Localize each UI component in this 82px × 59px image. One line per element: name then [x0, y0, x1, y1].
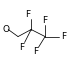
Text: F: F	[34, 47, 39, 56]
Text: O: O	[2, 25, 9, 34]
Text: F: F	[20, 43, 25, 52]
Text: F: F	[43, 16, 48, 25]
Text: F: F	[61, 32, 67, 41]
Text: F: F	[25, 10, 30, 19]
